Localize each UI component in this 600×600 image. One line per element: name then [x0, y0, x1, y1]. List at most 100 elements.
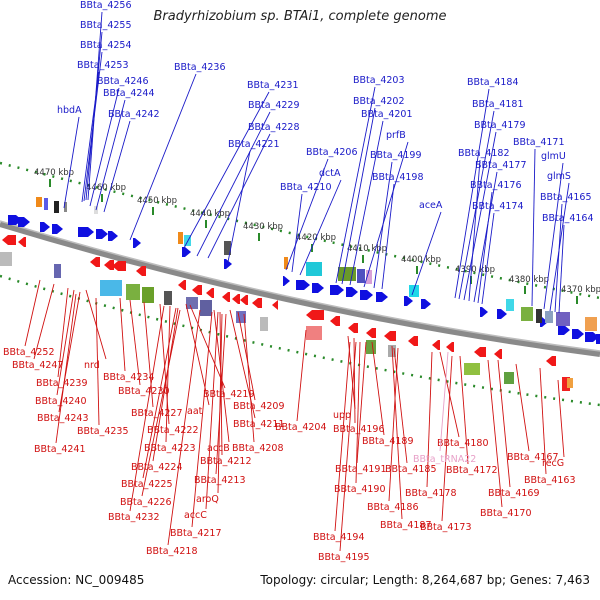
forward-gene-arrow[interactable]	[558, 325, 570, 335]
gene-label-bbta-4182[interactable]: BBta_4182	[458, 148, 510, 159]
reverse-gene-arrow[interactable]	[206, 288, 214, 298]
reverse-gene-arrow[interactable]	[178, 280, 186, 290]
gene-label-bbta-4180[interactable]: BBta_4180	[437, 438, 489, 449]
forward-gene-arrow[interactable]	[497, 309, 507, 319]
gene-label-bbta-4208[interactable]: BBta_4208	[232, 443, 284, 454]
forward-gene-arrow[interactable]	[596, 334, 600, 344]
gene-label-bbta-4247[interactable]: BBta_4247	[12, 360, 64, 371]
reverse-gene-arrow[interactable]	[192, 285, 202, 295]
reverse-feature-block[interactable]	[100, 280, 122, 296]
gene-label-prfb[interactable]: prfB	[386, 130, 406, 141]
gene-label-bbta-4209[interactable]: BBta_4209	[233, 401, 285, 412]
reverse-gene-arrow[interactable]	[494, 349, 502, 359]
gene-label-bbta-4255[interactable]: BBta_4255	[80, 20, 132, 31]
gene-label-bbta-4206[interactable]: BBta_4206	[306, 147, 358, 158]
reverse-feature-block[interactable]	[260, 317, 268, 331]
reverse-feature-block[interactable]	[567, 378, 573, 388]
gene-label-bbta-4243[interactable]: BBta_4243	[37, 413, 89, 424]
forward-gene-arrow[interactable]	[283, 276, 290, 286]
gene-label-bbta-4226[interactable]: BBta_4226	[120, 497, 172, 508]
gene-label-bbta-4210[interactable]: BBta_4210	[280, 182, 332, 193]
gene-label-bbta-4254[interactable]: BBta_4254	[80, 40, 132, 51]
gene-label-bbta-4173[interactable]: BBta_4173	[420, 522, 472, 533]
forward-gene-arrow[interactable]	[585, 332, 599, 342]
forward-gene-arrow[interactable]	[480, 307, 488, 317]
gene-label-bbta-4171[interactable]: BBta_4171	[513, 137, 565, 148]
forward-feature-block[interactable]	[536, 309, 542, 323]
forward-gene-arrow[interactable]	[421, 299, 431, 309]
forward-feature-block[interactable]	[224, 241, 231, 255]
reverse-gene-arrow[interactable]	[348, 323, 358, 333]
gene-label-dcta[interactable]: dctA	[319, 168, 341, 179]
reverse-feature-block[interactable]	[126, 284, 140, 300]
gene-label-bbta-4165[interactable]: BBta_4165	[540, 192, 592, 203]
reverse-gene-arrow[interactable]	[104, 260, 114, 270]
forward-feature-block[interactable]	[36, 197, 42, 207]
gene-label-bbta-4230[interactable]: BBta_4230	[118, 386, 170, 397]
gene-label-bbta-4186[interactable]: BBta_4186	[367, 502, 419, 513]
gene-label-bbta-4195[interactable]: BBta_4195	[318, 552, 370, 563]
gene-label-bbta-4234[interactable]: BBta_4234	[103, 372, 155, 383]
forward-gene-arrow[interactable]	[296, 280, 310, 290]
gene-label-bbta-4244[interactable]: BBta_4244	[103, 88, 155, 99]
gene-label-bbta-4232[interactable]: BBta_4232	[108, 512, 160, 523]
gene-label-bbta-4196[interactable]: BBta_4196	[333, 424, 385, 435]
gene-label-bbta-4224[interactable]: BBta_4224	[131, 462, 183, 473]
forward-feature-block[interactable]	[184, 235, 191, 246]
forward-gene-arrow[interactable]	[404, 296, 413, 306]
gene-label-bbta-4184[interactable]: BBta_4184	[467, 77, 519, 88]
forward-gene-arrow[interactable]	[182, 247, 191, 257]
forward-feature-block[interactable]	[506, 299, 514, 311]
gene-label-bbta-4239[interactable]: BBta_4239	[36, 378, 88, 389]
gene-label-bbta-4190[interactable]: BBta_4190	[334, 484, 386, 495]
gene-label-glms[interactable]: glmS	[547, 171, 571, 182]
forward-feature-block[interactable]	[357, 269, 365, 283]
gene-label-hbda[interactable]: hbdA	[57, 105, 82, 116]
reverse-gene-arrow[interactable]	[112, 261, 126, 271]
reverse-feature-block[interactable]	[0, 252, 12, 266]
reverse-strand-genes[interactable]	[2, 235, 556, 366]
reverse-feature-block[interactable]	[200, 300, 212, 316]
gene-label-bbta-4179[interactable]: BBta_4179	[474, 120, 526, 131]
reverse-gene-arrow[interactable]	[432, 340, 440, 350]
reverse-feature-block[interactable]	[562, 377, 570, 391]
gene-label-bbta-4177[interactable]: BBta_4177	[475, 160, 527, 171]
gene-label-bbta-4212[interactable]: BBta_4212	[200, 456, 252, 467]
forward-feature-block[interactable]	[306, 262, 322, 276]
forward-feature-block[interactable]	[44, 198, 48, 210]
gene-label-bbta-4178[interactable]: BBta_4178	[405, 488, 457, 499]
forward-gene-arrow[interactable]	[108, 231, 118, 241]
reverse-gene-arrow[interactable]	[384, 331, 396, 341]
reverse-feature-block[interactable]	[504, 372, 514, 384]
gene-label-bbta-4256[interactable]: BBta_4256	[80, 0, 132, 11]
forward-feature-block[interactable]	[521, 307, 533, 321]
gene-label-bbta-4246[interactable]: BBta_4246	[97, 76, 149, 87]
gene-label-bbta-4167[interactable]: BBta_4167	[507, 452, 559, 463]
gene-label-bbta-4194[interactable]: BBta_4194	[313, 532, 365, 543]
gene-label-bbta-4252[interactable]: BBta_4252	[3, 347, 55, 358]
gene-label-bbta-4217[interactable]: BBta_4217	[170, 528, 222, 539]
gene-label-bbta-4169[interactable]: BBta_4169	[488, 488, 540, 499]
gene-label-bbta-4225[interactable]: BBta_4225	[121, 479, 173, 490]
reverse-feature-block[interactable]	[164, 291, 172, 305]
forward-feature-block[interactable]	[545, 311, 553, 323]
reverse-gene-arrow[interactable]	[306, 310, 324, 320]
gene-label-bbta-4199[interactable]: BBta_4199	[370, 150, 422, 161]
gene-label-bbta-4181[interactable]: BBta_4181	[472, 99, 524, 110]
forward-feature-block[interactable]	[556, 312, 570, 326]
gene-label-bbta-4221[interactable]: BBta_4221	[228, 139, 280, 150]
gene-label-bbta-4176[interactable]: BBta_4176	[470, 180, 522, 191]
gene-label-bbta-4222[interactable]: BBta_4222	[147, 425, 199, 436]
gene-label-bbta-4202[interactable]: BBta_4202	[353, 96, 405, 107]
reverse-feature-block[interactable]	[142, 287, 154, 303]
forward-feature-block[interactable]	[409, 285, 419, 297]
reverse-gene-arrow[interactable]	[2, 235, 16, 245]
gene-label-bbta-4203[interactable]: BBta_4203	[353, 75, 405, 86]
reverse-gene-arrow[interactable]	[18, 237, 26, 247]
forward-gene-arrow[interactable]	[376, 292, 388, 302]
gene-label-bbta-4253[interactable]: BBta_4253	[77, 60, 129, 71]
reverse-gene-arrow[interactable]	[546, 356, 556, 366]
gene-label-bbta-trna22[interactable]: BBta_tRNA22	[413, 454, 476, 465]
reverse-gene-arrow[interactable]	[90, 257, 100, 267]
